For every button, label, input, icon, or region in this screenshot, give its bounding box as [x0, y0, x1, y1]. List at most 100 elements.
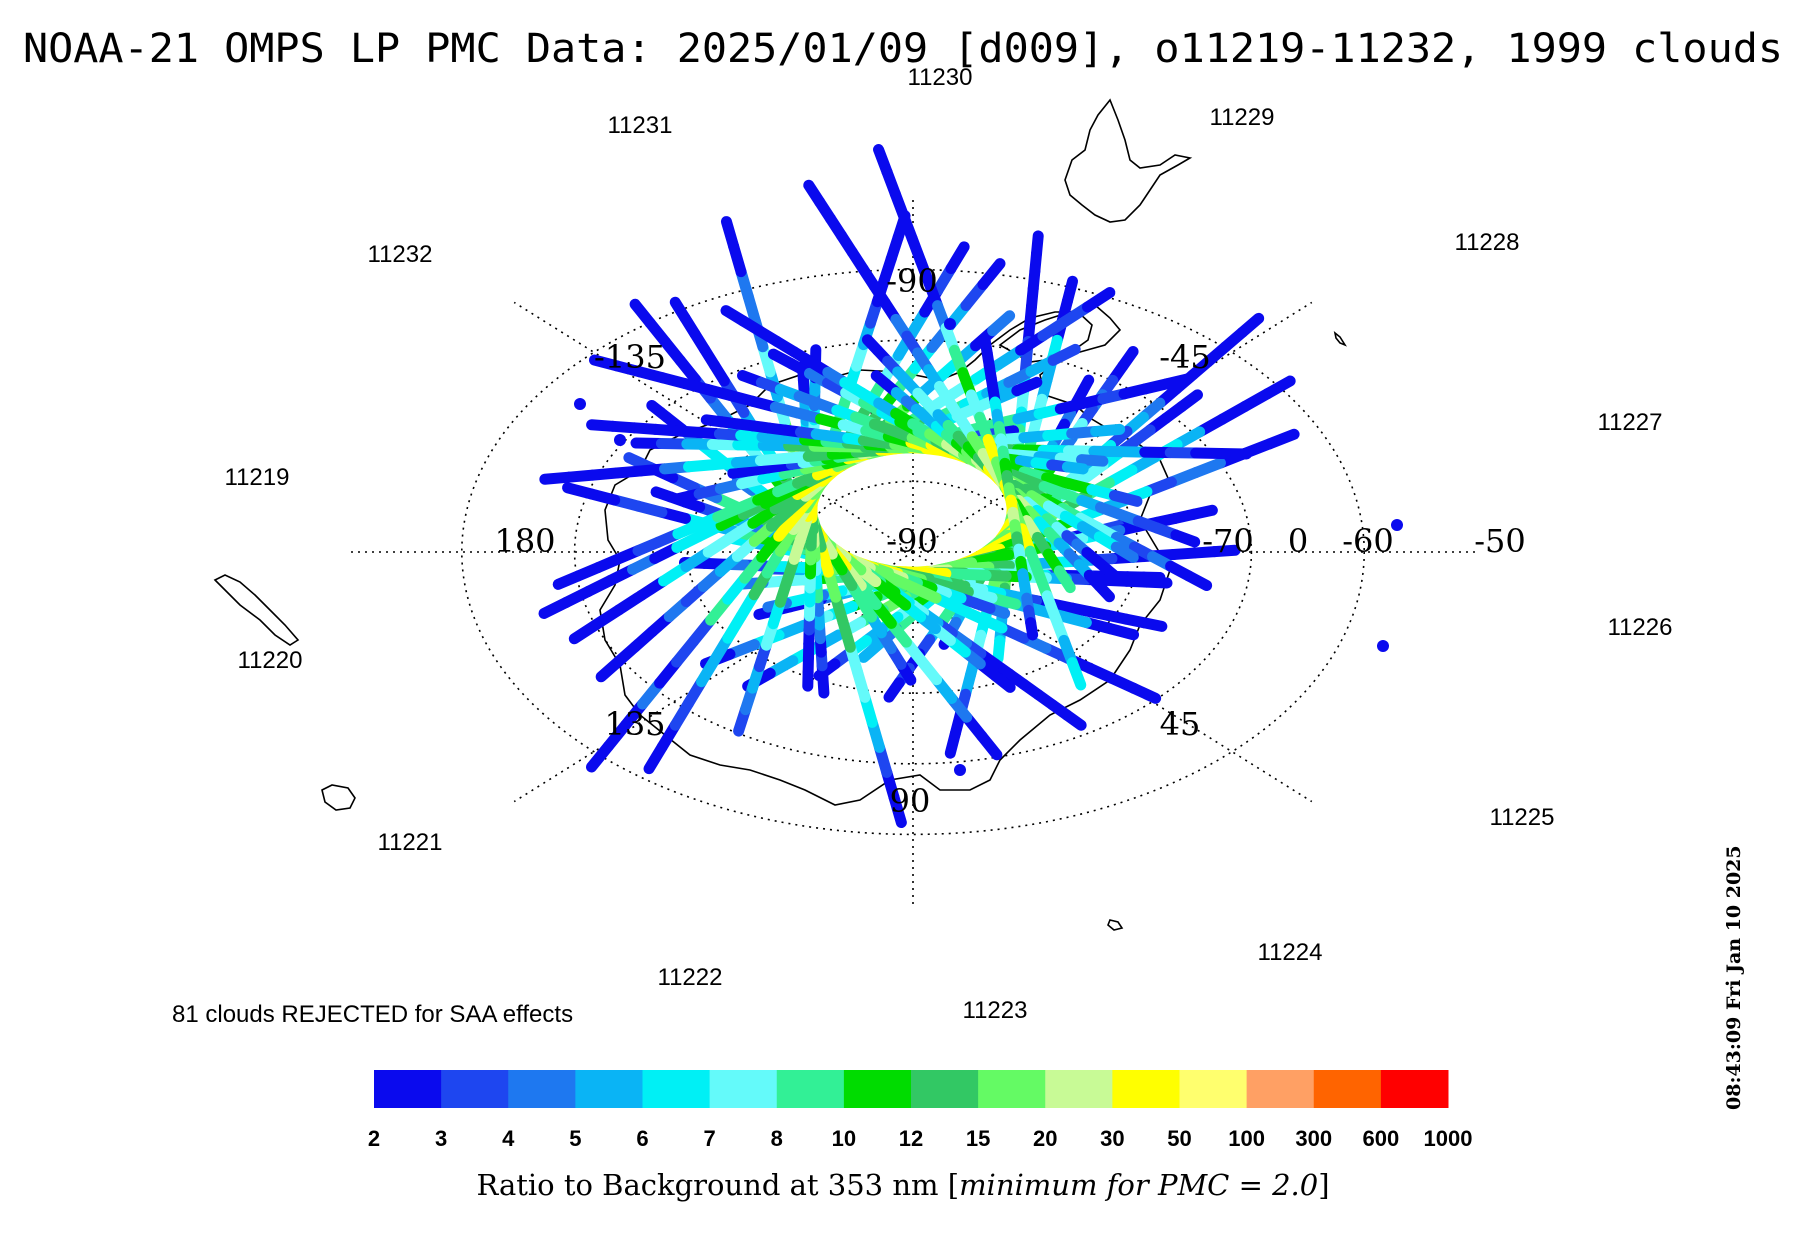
cloud-track-segment — [720, 216, 740, 253]
cloud-track-segment — [944, 728, 961, 759]
orbit-label: 11229 — [1210, 104, 1275, 131]
colorbar-swatch — [978, 1070, 1046, 1108]
orbit-label: 11227 — [1598, 409, 1663, 436]
colorbar-tick-label: 12 — [899, 1126, 923, 1151]
cloud-track-segment — [1090, 423, 1126, 437]
lon-label-90: 90 — [890, 782, 931, 820]
orbit-labels: 11219 11220 11221 11222 11223 11224 1122… — [225, 64, 1673, 1024]
colorbar-tick-label: 6 — [636, 1126, 648, 1151]
colorbar-swatch — [508, 1070, 576, 1108]
orbit-label: 11220 — [238, 647, 303, 674]
colorbar-tick-label: 1000 — [1424, 1126, 1473, 1151]
lon-label-minus-135: -135 — [594, 338, 666, 376]
orbit-label: 11230 — [908, 64, 973, 91]
cloud-track-segment — [1076, 454, 1109, 467]
cloud-track-segment — [1011, 376, 1043, 397]
lat-label-0: 0 — [1288, 522, 1308, 560]
cloud-point — [614, 434, 626, 446]
colorbar-tick-label: 20 — [1033, 1126, 1057, 1151]
colorbar-tick-label: 8 — [771, 1126, 783, 1151]
cloud-track-segment — [1161, 373, 1194, 390]
colorbar-swatch — [1313, 1070, 1382, 1108]
lat-label-minus-70: -70 — [1202, 522, 1254, 560]
lon-label-minus-45: -45 — [1159, 338, 1211, 376]
map-area: -90 -135 -45 180 135 45 90 -90 -70 0 -60… — [213, 64, 1673, 1024]
colorbar-tick-labels: 2 3 4 5 6 7 8 10 12 15 20 30 50 100 300 600 1000 — [368, 1126, 1473, 1151]
cloud-track-segment — [987, 310, 1016, 337]
colorbar-swatch — [776, 1070, 845, 1108]
rejected-note: 81 clouds REJECTED for SAA effects — [172, 1001, 573, 1028]
cloud-point — [1377, 640, 1389, 652]
timestamp: 08:43:09 Fri Jan 10 2025 — [1723, 845, 1745, 1110]
colorbar-swatch — [642, 1070, 711, 1108]
lat-label-minus-90: -90 — [886, 522, 938, 560]
colorbar-swatch — [1112, 1070, 1180, 1108]
cloud-point — [574, 398, 586, 410]
orbit-label: 11231 — [608, 112, 673, 139]
colorbar-swatch — [1246, 1070, 1315, 1108]
cloud-track-segment — [992, 635, 1006, 664]
cloud-track-segment — [646, 399, 673, 423]
longitude-line — [912, 301, 1313, 553]
colorbar-title-italic: minimum for PMC = 2.0 — [959, 1168, 1318, 1202]
colorbar-tick-label: 3 — [435, 1126, 447, 1151]
lon-label-minus-90-top: -90 — [886, 262, 938, 300]
cloud-track-segment — [562, 482, 597, 500]
cloud-track-segment — [858, 637, 886, 663]
colorbar-tick-label: 15 — [966, 1126, 990, 1151]
colorbar-tick-label: 7 — [704, 1126, 716, 1151]
colorbar-swatches — [374, 1070, 1449, 1108]
orbit-label: 11222 — [658, 964, 723, 991]
cloud-point — [1391, 519, 1403, 531]
new-zealand-south — [213, 574, 300, 646]
tasmania — [321, 784, 356, 811]
longitude-labels: -90 -135 -45 180 135 45 90 — [494, 262, 1210, 820]
orbit-label: 11225 — [1490, 804, 1555, 831]
colorbar-tick-label: 300 — [1295, 1126, 1332, 1151]
lon-label-135: 135 — [604, 705, 665, 743]
cloud-point — [944, 318, 956, 330]
cloud-track-segment — [1170, 529, 1201, 548]
cloud-tracks — [538, 144, 1403, 829]
cloud-track-segment — [1093, 580, 1115, 603]
colorbar-swatch — [1045, 1070, 1113, 1108]
colorbar-tick-label: 4 — [502, 1126, 515, 1151]
cloud-track-segment — [650, 486, 677, 503]
colorbar-swatch — [1179, 1070, 1248, 1108]
colorbar-swatch — [374, 1070, 442, 1108]
cloud-track-segment — [977, 258, 1006, 291]
lon-label-45: 45 — [1160, 705, 1201, 743]
cloud-track-segment — [1047, 343, 1081, 366]
orbit-label: 11228 — [1455, 229, 1520, 256]
colorbar-tick-label: 50 — [1167, 1126, 1191, 1151]
orbit-label: 11223 — [963, 997, 1028, 1024]
lon-label-180: 180 — [494, 522, 555, 560]
page-title: NOAA-21 OMPS LP PMC Data: 2025/01/09 [d0… — [23, 26, 1783, 72]
colorbar-swatch — [441, 1070, 509, 1108]
cloud-track-segment — [883, 677, 905, 703]
cloud-point — [954, 764, 966, 776]
colorbar-swatch — [911, 1070, 979, 1108]
cloud-track-segment — [1108, 489, 1143, 507]
colorbar-tick-label: 2 — [368, 1126, 380, 1151]
colorbar-tick-label: 100 — [1228, 1126, 1265, 1151]
cloud-track-segment — [1061, 461, 1089, 475]
orbit-label: 11221 — [378, 829, 443, 856]
colorbar: 2 3 4 5 6 7 8 10 12 15 20 30 50 100 300 600 1000 Ratio t… — [368, 1070, 1473, 1202]
colorbar-title-suffix: ] — [1318, 1168, 1329, 1202]
colorbar-title: Ratio to Background at 353 nm [minimum f… — [476, 1168, 1329, 1202]
cloud-track-segment — [1066, 657, 1087, 691]
colorbar-swatch — [709, 1070, 778, 1108]
latitude-circle — [573, 339, 1253, 765]
cloud-track-segment — [1101, 563, 1123, 584]
cloud-track-segment — [1110, 541, 1139, 563]
longitude-line — [513, 301, 914, 553]
cloud-track-segment — [1183, 570, 1213, 592]
cloud-track-segment — [1082, 287, 1116, 313]
colorbar-tick-label: 600 — [1363, 1126, 1400, 1151]
cloud-track-segment — [669, 296, 691, 324]
colorbar-tick-label: 10 — [832, 1126, 856, 1151]
latitude-circle — [460, 268, 1366, 836]
orbit-label: 11219 — [225, 464, 290, 491]
